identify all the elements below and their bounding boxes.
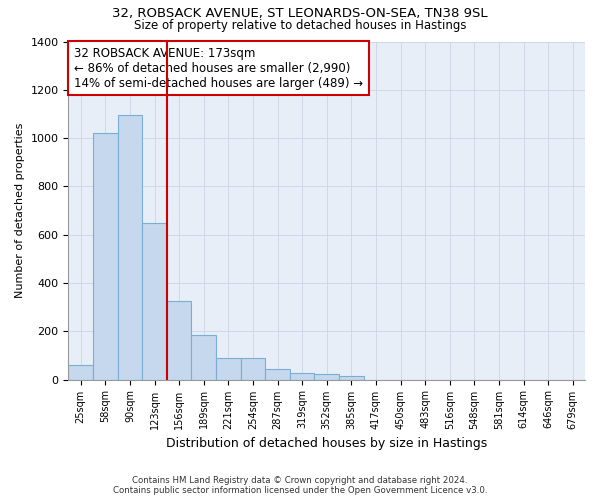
X-axis label: Distribution of detached houses by size in Hastings: Distribution of detached houses by size … xyxy=(166,437,487,450)
Bar xyxy=(314,374,339,380)
Bar xyxy=(167,301,191,380)
Bar xyxy=(68,365,93,380)
Text: Size of property relative to detached houses in Hastings: Size of property relative to detached ho… xyxy=(134,18,466,32)
Bar xyxy=(216,358,241,380)
Bar xyxy=(265,368,290,380)
Bar xyxy=(118,115,142,380)
Text: 32, ROBSACK AVENUE, ST LEONARDS-ON-SEA, TN38 9SL: 32, ROBSACK AVENUE, ST LEONARDS-ON-SEA, … xyxy=(112,8,488,20)
Bar xyxy=(241,358,265,380)
Text: Contains HM Land Registry data © Crown copyright and database right 2024.
Contai: Contains HM Land Registry data © Crown c… xyxy=(113,476,487,495)
Bar xyxy=(339,376,364,380)
Y-axis label: Number of detached properties: Number of detached properties xyxy=(15,123,25,298)
Bar xyxy=(290,373,314,380)
Bar xyxy=(191,335,216,380)
Bar xyxy=(93,134,118,380)
Text: 32 ROBSACK AVENUE: 173sqm
← 86% of detached houses are smaller (2,990)
14% of se: 32 ROBSACK AVENUE: 173sqm ← 86% of detac… xyxy=(74,46,362,90)
Bar xyxy=(142,222,167,380)
